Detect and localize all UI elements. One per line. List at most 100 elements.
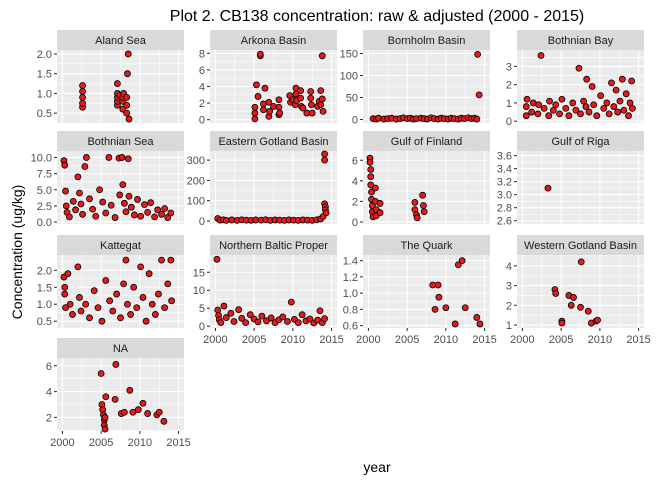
y-tick-label: 2.5 xyxy=(37,201,52,213)
facet-panel: Bornholm Basin 0 50 100 150 xyxy=(340,30,490,126)
x-tick-label: 2005 xyxy=(89,437,113,449)
data-point xyxy=(458,257,466,265)
data-point xyxy=(81,163,89,170)
y-tick-label: 2 xyxy=(199,98,205,110)
data-point xyxy=(114,80,121,87)
data-point xyxy=(111,395,119,403)
data-point xyxy=(534,110,542,118)
data-point xyxy=(420,208,428,216)
data-point xyxy=(76,294,83,301)
y-tick-label: 1.4 xyxy=(343,256,358,268)
data-point xyxy=(137,263,145,271)
data-point xyxy=(473,115,481,123)
y-tick-label: 15 xyxy=(193,267,205,279)
data-point xyxy=(254,318,262,326)
data-point xyxy=(540,105,548,112)
facet-label: NA xyxy=(113,343,129,355)
facet-strip xyxy=(57,235,184,255)
data-point xyxy=(366,158,374,166)
y-tick-label: 3.0 xyxy=(497,190,512,202)
x-tick-label: 2010 xyxy=(588,334,612,346)
data-point xyxy=(154,206,162,214)
facet-label: Arkona Basin xyxy=(241,35,306,47)
data-point xyxy=(144,208,152,216)
data-point xyxy=(475,91,483,99)
data-point xyxy=(161,205,169,212)
data-point xyxy=(294,319,302,327)
data-point xyxy=(137,212,145,220)
x-tick-label: 2010 xyxy=(281,334,305,346)
x-tick-label: 2015 xyxy=(472,334,496,346)
y-tick-label: 2 xyxy=(506,80,512,92)
data-point xyxy=(431,305,439,313)
data-point xyxy=(614,108,622,116)
data-point xyxy=(316,307,324,315)
x-tick-label: 2000 xyxy=(50,437,74,449)
data-point xyxy=(65,213,73,221)
data-point xyxy=(577,303,584,311)
data-point xyxy=(616,97,624,105)
data-point xyxy=(582,103,590,110)
data-point xyxy=(420,202,427,209)
facet-panel: Gulf of Finland 0 2 4 6 xyxy=(352,131,490,229)
data-point xyxy=(411,199,419,206)
x-axis-title: year xyxy=(363,459,391,475)
data-point xyxy=(133,304,141,312)
data-point xyxy=(297,87,305,95)
data-point xyxy=(552,101,560,109)
data-point xyxy=(307,88,315,95)
y-tick-label: 2.8 xyxy=(497,203,512,215)
data-point xyxy=(131,211,138,219)
data-point xyxy=(287,298,295,306)
y-tick-label: 3 xyxy=(506,61,512,73)
data-point xyxy=(628,77,636,85)
data-point xyxy=(102,209,110,217)
data-point xyxy=(120,199,128,207)
data-point xyxy=(127,311,134,318)
data-point xyxy=(99,198,107,206)
y-tick-label: 3.4 xyxy=(497,164,512,176)
data-point xyxy=(61,161,69,169)
data-point xyxy=(367,166,375,173)
data-point xyxy=(476,320,484,328)
data-point xyxy=(134,196,141,203)
data-point xyxy=(454,261,462,269)
data-point xyxy=(130,283,138,291)
facet-strip xyxy=(363,235,490,255)
y-tick-label: 6 xyxy=(46,361,52,373)
data-point xyxy=(434,281,442,289)
data-point xyxy=(556,110,563,118)
y-tick-label: 200 xyxy=(187,175,205,187)
data-point xyxy=(552,290,560,297)
y-tick-label: 1 xyxy=(506,98,512,110)
data-point xyxy=(590,101,598,109)
data-point xyxy=(120,280,127,288)
facet-label: Bothnian Bay xyxy=(548,35,614,47)
data-point xyxy=(600,105,608,112)
y-tick-label: 2.0 xyxy=(37,49,52,61)
data-point xyxy=(213,255,221,263)
data-point xyxy=(284,318,291,325)
data-point xyxy=(544,184,552,192)
x-tick-label: 2010 xyxy=(128,437,152,449)
data-point xyxy=(86,195,93,203)
data-point xyxy=(251,103,259,111)
x-tick-label: 2000 xyxy=(510,334,534,346)
data-point xyxy=(235,306,243,314)
data-point xyxy=(593,112,601,120)
x-tick-label: 2010 xyxy=(434,334,458,346)
data-point xyxy=(253,81,260,89)
data-point xyxy=(148,300,156,308)
facet-panel: Western Gotland Basin 1 2 3 4 2000 2005 2010 201… xyxy=(506,235,651,346)
facet-panel: Bothnian Bay 0 1 2 3 xyxy=(506,30,644,128)
data-point xyxy=(164,214,172,221)
data-point xyxy=(266,107,274,115)
y-tick-label: 2 xyxy=(352,196,358,208)
data-point xyxy=(79,82,86,89)
facet-panel: The Quark 0.6 0.8 1.0 1.2 1.4 2000 2005 2010 2015 xyxy=(343,235,497,346)
chart-title: Plot 2. CB138 concentration: raw & adjus… xyxy=(170,8,584,25)
data-point xyxy=(371,184,379,192)
data-point xyxy=(129,408,137,416)
y-tick-label: 10.0 xyxy=(31,152,52,164)
facet-strip xyxy=(517,131,644,151)
